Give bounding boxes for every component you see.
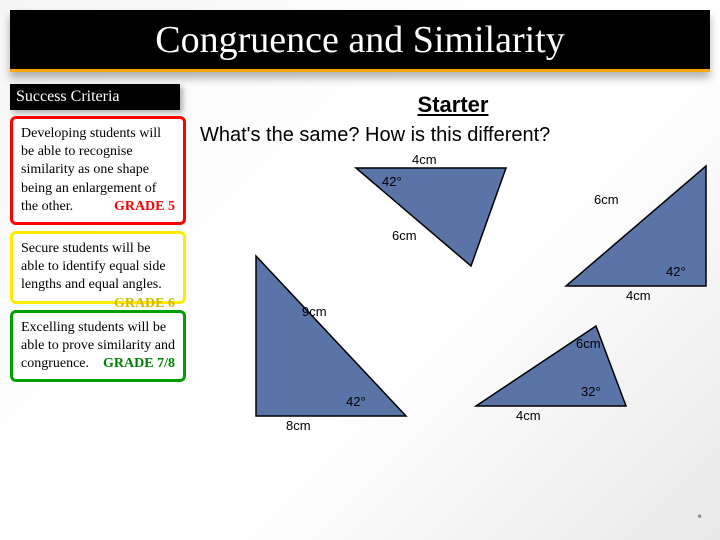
triangle1-side-label: 9cm — [302, 304, 327, 319]
triangle2-side-label: 6cm — [392, 228, 417, 243]
triangle4-angle-label: 32° — [581, 384, 601, 399]
grade-label: GRADE 6 — [114, 295, 175, 313]
grade-label: GRADE 7/8 — [103, 355, 175, 373]
criteria-box-grade5: Developing students will be able to reco… — [10, 116, 186, 225]
main-content: Starter What's the same? How is this dif… — [196, 92, 710, 530]
success-label: Success Criteria — [16, 88, 120, 106]
criteria-box-grade6: Secure students will be able to identify… — [10, 231, 186, 304]
triangle3-base-label: 4cm — [626, 288, 651, 303]
page-title: Congruence and Similarity — [155, 18, 564, 62]
triangle4-side-label: 6cm — [576, 336, 601, 351]
triangle-4 — [476, 326, 626, 406]
criteria-box-grade78: Excelling students will be able to prove… — [10, 310, 186, 383]
triangle3-side-label: 6cm — [594, 192, 619, 207]
success-criteria-tag: Success Criteria — [10, 84, 180, 110]
criteria-text: Secure students will be able to identify… — [21, 241, 166, 292]
starter-question: What's the same? How is this different? — [196, 124, 710, 147]
triangle1-base-label: 8cm — [286, 418, 311, 433]
triangles-svg — [196, 156, 716, 456]
triangle-2 — [356, 168, 506, 266]
triangle2-angle-label: 42° — [382, 174, 402, 189]
triangle3-angle-label: 42° — [666, 264, 686, 279]
triangles-diagram: 9cm 42° 8cm 4cm 42° 6cm 6cm 42° 4cm 6cm … — [196, 156, 710, 530]
corner-dot-icon: • — [697, 510, 702, 526]
criteria-column: Developing students will be able to reco… — [10, 116, 186, 388]
grade-label: GRADE 5 — [114, 198, 175, 216]
triangle-1 — [256, 256, 406, 416]
title-bar: Congruence and Similarity — [10, 10, 710, 72]
starter-heading: Starter — [196, 92, 710, 118]
triangle2-top-label: 4cm — [412, 152, 437, 167]
triangle4-base-label: 4cm — [516, 408, 541, 423]
triangle1-angle-label: 42° — [346, 394, 366, 409]
